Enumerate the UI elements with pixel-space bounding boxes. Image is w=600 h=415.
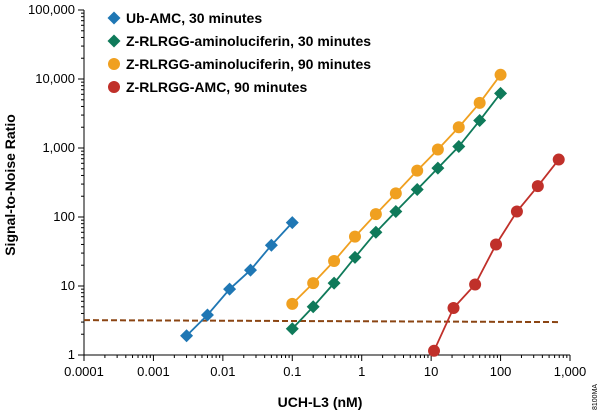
y-axis-title: Signal-to-Noise Ratio [2, 114, 18, 256]
legend-marker [107, 11, 121, 25]
figure-id-watermark: 8100MA [592, 384, 599, 410]
y-tick-label: 10,000 [35, 71, 75, 86]
data-point [307, 277, 320, 290]
data-point [473, 96, 486, 109]
x-tick-label: 0.01 [210, 364, 235, 379]
data-point [410, 183, 424, 197]
data-point [243, 263, 257, 277]
axes: 0.0001 0.001 0.01 0.1 1 10 100 1,000 1 10 100 1,000… [28, 2, 586, 379]
data-point [285, 322, 299, 336]
data-point [180, 329, 194, 343]
data-point [431, 143, 444, 156]
x-tick-label: 100 [490, 364, 512, 379]
legend-label: Ub-AMC, 30 minutes [126, 10, 262, 26]
data-point [431, 161, 445, 175]
legend-marker [108, 81, 120, 93]
x-tick-label: 0.1 [283, 364, 301, 379]
x-tick-label: 1 [358, 364, 365, 379]
data-point [264, 238, 278, 252]
data-point [223, 282, 237, 296]
legend-item: Z-RLRGG-aminoluciferin, 30 minutes [107, 33, 371, 49]
x-axis-title: UCH-L3 (nM) [278, 394, 363, 410]
y-tick-label: 1,000 [42, 140, 75, 155]
data-point [286, 297, 299, 310]
noise-baseline-line [84, 319, 559, 324]
series-3 [286, 68, 507, 310]
data-point [348, 230, 361, 243]
data-point [369, 225, 383, 239]
data-point [328, 255, 341, 268]
data-point [327, 276, 341, 290]
series-line [185, 221, 293, 337]
x-tick-label: 0.001 [137, 364, 170, 379]
legend-label: Z-RLRGG-AMC, 90 minutes [126, 79, 307, 95]
data-point [531, 180, 544, 193]
x-tick-label: 0.0001 [64, 364, 104, 379]
legend: Ub-AMC, 30 minutes Z-RLRGG-aminoluciferin… [107, 10, 371, 95]
legend-marker [107, 34, 121, 48]
data-point [452, 140, 466, 154]
y-tick-label: 1 [68, 347, 75, 362]
data-point [348, 250, 362, 264]
y-tick-label: 10 [61, 278, 75, 293]
data-point [494, 68, 507, 81]
data-point [428, 344, 441, 357]
data-point [452, 121, 465, 134]
series-2 [285, 86, 508, 336]
data-point [389, 187, 402, 200]
data-point [200, 308, 214, 322]
legend-item: Z-RLRGG-aminoluciferin, 90 minutes [108, 56, 371, 72]
data-point [552, 153, 565, 166]
legend-label: Z-RLRGG-aminoluciferin, 30 minutes [126, 33, 371, 49]
data-point [494, 86, 508, 100]
data-point [510, 205, 523, 218]
legend-item: Ub-AMC, 30 minutes [107, 10, 262, 26]
data-point [369, 208, 382, 221]
series-4 [428, 153, 565, 357]
legend-item: Z-RLRGG-AMC, 90 minutes [108, 79, 307, 95]
x-tick-label: 1,000 [554, 364, 587, 379]
series-1 [180, 216, 299, 343]
y-tick-label: 100 [53, 209, 75, 224]
data-point [490, 238, 503, 251]
data-point [469, 278, 482, 291]
data-point [306, 300, 320, 314]
noise-baseline [84, 319, 559, 324]
data-point [285, 216, 299, 230]
data-point [473, 114, 487, 128]
x-tick-label: 10 [424, 364, 438, 379]
legend-label: Z-RLRGG-aminoluciferin, 90 minutes [126, 56, 371, 72]
data-point [447, 301, 460, 314]
data-point [389, 205, 403, 219]
legend-marker [108, 58, 120, 70]
y-tick-label: 100,000 [28, 2, 75, 17]
data-point [411, 164, 424, 177]
series-layer [180, 68, 565, 357]
